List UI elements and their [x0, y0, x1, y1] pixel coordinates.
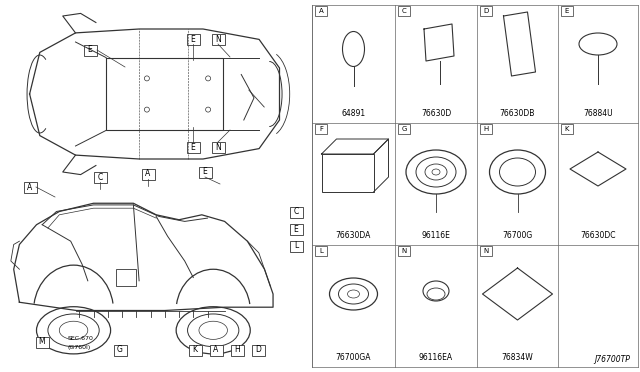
Text: 76630DA: 76630DA: [336, 231, 371, 240]
Text: D: D: [483, 8, 488, 14]
Bar: [186, 33, 200, 45]
Text: E: E: [565, 8, 569, 14]
Text: 76630DB: 76630DB: [500, 109, 535, 118]
Text: 64891: 64891: [341, 109, 365, 118]
Text: C: C: [97, 173, 102, 182]
Text: C: C: [402, 8, 406, 14]
Text: L: L: [319, 248, 323, 254]
Text: E: E: [191, 35, 195, 44]
Text: 76700GA: 76700GA: [336, 353, 371, 362]
Text: A: A: [28, 183, 33, 192]
Bar: [480, 246, 492, 256]
Bar: [141, 169, 154, 180]
Bar: [398, 124, 410, 134]
Bar: [24, 182, 36, 192]
Text: M: M: [38, 337, 45, 346]
Bar: [561, 6, 573, 16]
Text: J76700TP: J76700TP: [594, 356, 630, 365]
Bar: [93, 171, 106, 183]
Bar: [116, 269, 136, 286]
Text: A: A: [145, 170, 150, 179]
Bar: [230, 344, 243, 356]
Text: A: A: [319, 8, 323, 14]
Bar: [113, 344, 127, 356]
Text: 76834W: 76834W: [502, 353, 533, 362]
Bar: [186, 141, 200, 153]
Text: G: G: [401, 126, 406, 132]
Text: SEC.670: SEC.670: [68, 336, 94, 340]
Text: 76630D: 76630D: [421, 109, 451, 118]
Bar: [211, 141, 225, 153]
Text: H: H: [234, 346, 240, 355]
Bar: [315, 124, 327, 134]
Text: E: E: [191, 142, 195, 151]
Bar: [561, 124, 573, 134]
Bar: [480, 124, 492, 134]
Text: E: E: [294, 224, 298, 234]
Text: K: K: [564, 126, 569, 132]
Bar: [480, 6, 492, 16]
Bar: [211, 33, 225, 45]
Text: N: N: [483, 248, 488, 254]
Bar: [289, 241, 303, 251]
Bar: [398, 6, 410, 16]
Text: G: G: [117, 346, 123, 355]
Bar: [315, 6, 327, 16]
Bar: [289, 206, 303, 218]
Text: 76630DC: 76630DC: [580, 231, 616, 240]
Text: E: E: [88, 45, 92, 55]
Text: (G760I): (G760I): [68, 344, 92, 350]
Text: 96116E: 96116E: [422, 231, 451, 240]
Text: D: D: [255, 346, 261, 355]
Text: C: C: [293, 208, 299, 217]
Bar: [189, 344, 202, 356]
Text: F: F: [319, 126, 323, 132]
Text: K: K: [193, 346, 198, 355]
Text: N: N: [215, 142, 221, 151]
Text: L: L: [294, 241, 298, 250]
Bar: [315, 246, 327, 256]
Text: N: N: [401, 248, 406, 254]
Text: E: E: [203, 167, 207, 176]
Bar: [83, 45, 97, 55]
Text: A: A: [213, 346, 219, 355]
Text: 76700G: 76700G: [502, 231, 532, 240]
Bar: [35, 337, 49, 347]
Bar: [209, 344, 223, 356]
Bar: [321, 154, 374, 192]
Bar: [252, 344, 264, 356]
Text: 96116EA: 96116EA: [419, 353, 453, 362]
Text: N: N: [215, 35, 221, 44]
Text: 76884U: 76884U: [583, 109, 613, 118]
Text: H: H: [483, 126, 488, 132]
Bar: [398, 246, 410, 256]
Bar: [198, 167, 211, 177]
Bar: [289, 224, 303, 234]
